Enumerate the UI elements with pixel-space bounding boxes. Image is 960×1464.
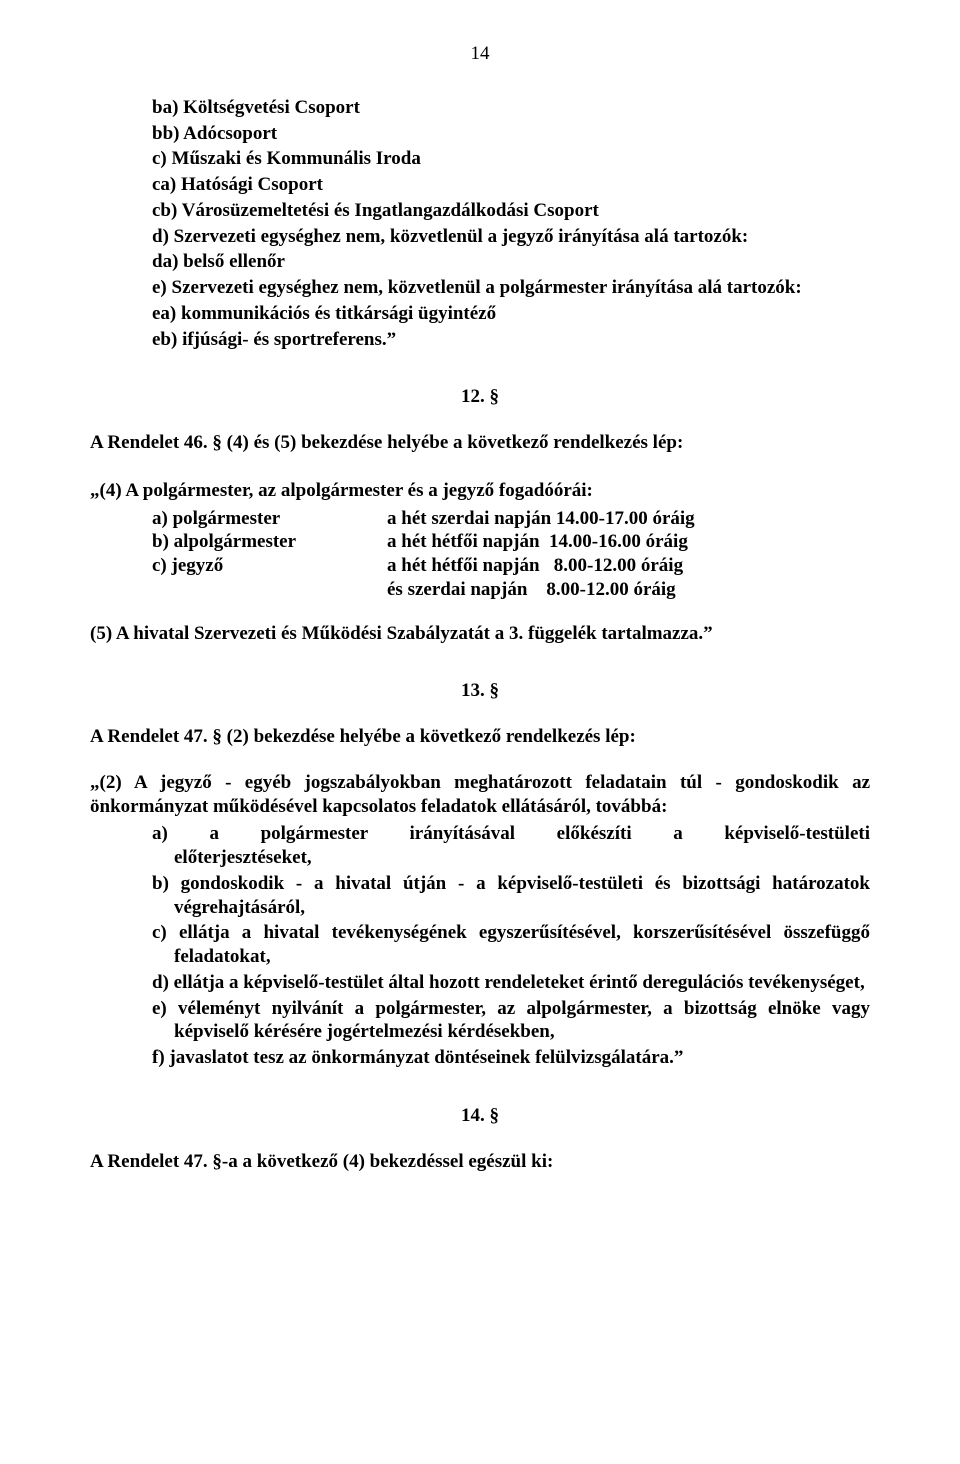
- text-line: ba) Költségvetési Csoport: [152, 96, 870, 120]
- sec12-p4-intro: „(4) A polgármester, az alpolgármester é…: [90, 479, 870, 503]
- spacer: [90, 459, 870, 479]
- text-line: c) Műszaki és Kommunális Iroda: [152, 147, 870, 171]
- page: 14 ba) Költségvetési Csoport bb) Adócsop…: [0, 0, 960, 1464]
- list-item: a) a polgármester irányításával előkészí…: [152, 822, 870, 870]
- text-line: eb) ifjúsági- és sportreferens.”: [152, 328, 870, 352]
- text-line: ca) Hatósági Csoport: [152, 173, 870, 197]
- section-number-13: 13. §: [90, 679, 870, 703]
- list-item: c) ellátja a hivatal tevékenységének egy…: [152, 921, 870, 969]
- text-line: ea) kommunikációs és titkársági ügyintéz…: [152, 302, 870, 326]
- schedule-time: a hét hétfői napján 14.00-16.00 óráig: [387, 530, 870, 554]
- intro-block: ba) Költségvetési Csoport bb) Adócsoport…: [90, 96, 870, 352]
- page-number: 14: [90, 42, 870, 66]
- schedule-role: b) alpolgármester: [152, 530, 387, 554]
- schedule-time: a hét hétfői napján 8.00-12.00 óráig: [387, 554, 870, 578]
- sec12-lead: A Rendelet 46. § (4) és (5) bekezdése he…: [90, 431, 870, 455]
- sec13-lead: A Rendelet 47. § (2) bekezdése helyébe a…: [90, 725, 870, 749]
- schedule-role: c) jegyző: [152, 554, 387, 578]
- section-number-14: 14. §: [90, 1104, 870, 1128]
- schedule-role: [152, 578, 387, 602]
- spacer: [90, 753, 870, 771]
- schedule-role: a) polgármester: [152, 507, 387, 531]
- sec12-p5: (5) A hivatal Szervezeti és Működési Sza…: [90, 622, 870, 646]
- schedule-table: a) polgármester a hét szerdai napján 14.…: [152, 507, 870, 602]
- spacer: [90, 602, 870, 622]
- schedule-time: a hét szerdai napján 14.00-17.00 óráig: [387, 507, 870, 531]
- list-item: f) javaslatot tesz az önkormányzat dönté…: [152, 1046, 870, 1070]
- sec14-lead: A Rendelet 47. §-a a következő (4) bekez…: [90, 1150, 870, 1174]
- table-row: b) alpolgármester a hét hétfői napján 14…: [152, 530, 870, 554]
- list-item: b) gondoskodik - a hivatal útján - a kép…: [152, 872, 870, 920]
- table-row: c) jegyző a hét hétfői napján 8.00-12.00…: [152, 554, 870, 578]
- list-item: e) véleményt nyilvánít a polgármester, a…: [152, 997, 870, 1045]
- table-row: és szerdai napján 8.00-12.00 óráig: [152, 578, 870, 602]
- text-line: da) belső ellenőr: [152, 250, 870, 274]
- list-item: d) ellátja a képviselő-testület által ho…: [152, 971, 870, 995]
- text-line: d) Szervezeti egységhez nem, közvetlenül…: [152, 225, 870, 249]
- sec13-list: a) a polgármester irányításával előkészí…: [90, 822, 870, 1070]
- text-line: e) Szervezeti egységhez nem, közvetlenül…: [152, 276, 870, 300]
- schedule-time: és szerdai napján 8.00-12.00 óráig: [387, 578, 870, 602]
- table-row: a) polgármester a hét szerdai napján 14.…: [152, 507, 870, 531]
- text-line: bb) Adócsoport: [152, 122, 870, 146]
- text-line: cb) Városüzemeltetési és Ingatlangazdálk…: [152, 199, 870, 223]
- sec13-p2-intro: „(2) A jegyző - egyéb jogszabályokban me…: [90, 771, 870, 819]
- section-number-12: 12. §: [90, 385, 870, 409]
